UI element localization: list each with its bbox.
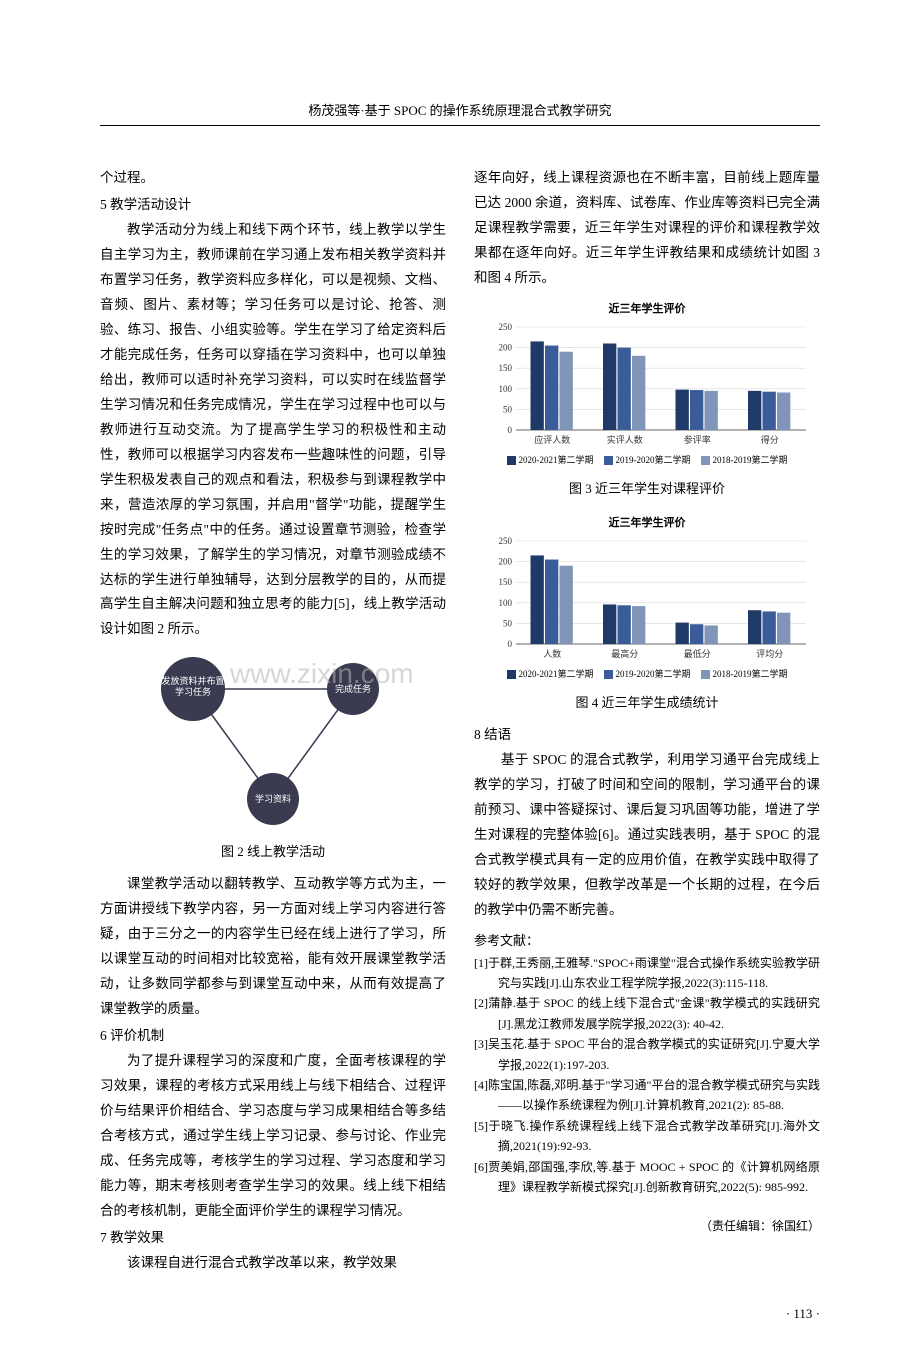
heading-6: 6 评价机制 xyxy=(100,1024,446,1049)
reference-item: [5]于晓飞.操作系统课程线上线下混合式教学改革研究[J].海外文摘,2021(… xyxy=(474,1116,820,1157)
legend-swatch xyxy=(507,456,516,465)
svg-text:250: 250 xyxy=(499,537,513,546)
legend-item: 2018-2019第二学期 xyxy=(701,666,788,683)
svg-text:50: 50 xyxy=(503,405,513,415)
legend-swatch xyxy=(507,670,516,679)
figure-3-chart: 近三年学生评价 0 50 100 150 200 250 应评人数 实评人数 参评率 得分 202… xyxy=(474,295,820,471)
svg-text:100: 100 xyxy=(499,384,513,394)
figure-3-caption: 图 3 近三年学生对课程评价 xyxy=(474,477,820,501)
chart4-legend: 2020-2021第二学期 2019-2020第二学期 2018-2019第二学期 xyxy=(474,662,820,685)
chart3-title: 近三年学生评价 xyxy=(474,295,820,323)
legend-label: 2018-2019第二学期 xyxy=(713,452,788,469)
reference-item: [4]陈宝国,陈磊,邓明.基于"学习通"平台的混合教学模式研究与实践——以操作系… xyxy=(474,1075,820,1116)
reference-item: [2]蒲静.基于 SPOC 的线上线下混合式"金课"教学模式的实践研究[J].黑… xyxy=(474,993,820,1034)
editor-line: （责任编辑：徐国红） xyxy=(474,1215,820,1237)
legend-label: 2019-2020第二学期 xyxy=(616,666,691,683)
page-number: · 113 · xyxy=(100,1306,820,1322)
reference-item: [3]吴玉花.基于 SPOC 平台的混合教学模式的实证研究[J].宁夏大学学报,… xyxy=(474,1034,820,1075)
references-list: [1]于群,王秀丽,王雅琴."SPOC+雨课堂"混合式操作系统实验教学研究与实践… xyxy=(474,953,820,1198)
svg-text:应评人数: 应评人数 xyxy=(534,434,570,445)
chart4-title: 近三年学生评价 xyxy=(474,509,820,537)
heading-8: 8 结语 xyxy=(474,723,820,748)
left-column: 个过程。 5 教学活动设计 教学活动分为线上和线下两个环节，线上教学以学生自主学… xyxy=(100,166,446,1276)
p0: 个过程。 xyxy=(100,166,446,191)
legend-label: 2020-2021第二学期 xyxy=(519,452,594,469)
p5b: 课堂教学活动以翻转教学、互动教学等方式为主，一方面讲授线下教学内容，另一方面对线… xyxy=(100,872,446,1022)
running-header: 杨茂强等·基于 SPOC 的操作系统原理混合式教学研究 xyxy=(100,100,820,126)
svg-text:0: 0 xyxy=(508,425,513,435)
svg-text:最高分: 最高分 xyxy=(611,648,638,659)
legend-item: 2019-2020第二学期 xyxy=(604,666,691,683)
svg-text:评均分: 评均分 xyxy=(756,648,783,659)
figure-4-caption: 图 4 近三年学生成绩统计 xyxy=(474,691,820,715)
reference-item: [1]于群,王秀丽,王雅琴."SPOC+雨课堂"混合式操作系统实验教学研究与实践… xyxy=(474,953,820,994)
legend-swatch xyxy=(604,670,613,679)
p8: 基于 SPOC 的混合式教学，利用学习通平台完成线上教学的学习，打破了时间和空间… xyxy=(474,748,820,923)
svg-text:50: 50 xyxy=(503,619,513,629)
heading-5: 5 教学活动设计 xyxy=(100,193,446,218)
svg-text:参评率: 参评率 xyxy=(684,434,711,445)
svg-text:200: 200 xyxy=(499,343,513,353)
legend-item: 2018-2019第二学期 xyxy=(701,452,788,469)
svg-text:人数: 人数 xyxy=(543,648,561,659)
legend-label: 2020-2021第二学期 xyxy=(519,666,594,683)
svg-text:得分: 得分 xyxy=(761,434,779,445)
svg-text:0: 0 xyxy=(508,639,513,649)
references-heading: 参考文献： xyxy=(474,929,820,953)
legend-label: 2018-2019第二学期 xyxy=(713,666,788,683)
chart4-svg: 0 50 100 150 200 250 人数 最高分 最低分 评均分 xyxy=(482,537,812,662)
reference-item: [6]贾美娟,邵国强,李欣,等.基于 MOOC + SPOC 的《计算机网络原理… xyxy=(474,1157,820,1198)
chart3-svg: 0 50 100 150 200 250 应评人数 实评人数 参评率 得分 xyxy=(482,323,812,448)
svg-text:150: 150 xyxy=(499,577,513,587)
chart3-legend: 2020-2021第二学期 2019-2020第二学期 2018-2019第二学期 xyxy=(474,448,820,471)
legend-swatch xyxy=(604,456,613,465)
svg-text:150: 150 xyxy=(499,363,513,373)
svg-text:200: 200 xyxy=(499,557,513,567)
heading-7: 7 教学效果 xyxy=(100,1226,446,1251)
p7: 该课程自进行混合式教学改革以来，教学效果 xyxy=(100,1251,446,1276)
figure-4-chart: 近三年学生评价 0 50 100 150 200 250 人数 最高分 最低分 评均分 2020-… xyxy=(474,509,820,685)
legend-label: 2019-2020第二学期 xyxy=(616,452,691,469)
legend-swatch xyxy=(701,670,710,679)
p5: 教学活动分为线上和线下两个环节，线上教学以学生自主学习为主，教师课前在学习通上发… xyxy=(100,218,446,642)
p7b: 逐年向好，线上课程资源也在不断丰富，目前线上题库量已达 2000 余道，资料库、… xyxy=(474,166,820,291)
legend-item: 2020-2021第二学期 xyxy=(507,452,594,469)
svg-text:100: 100 xyxy=(499,598,513,608)
figure-2-diagram: 发放资料并布置学习任务 完成任务 学习资料 xyxy=(133,654,413,834)
svg-text:250: 250 xyxy=(499,323,513,332)
figure-2-caption: 图 2 线上教学活动 xyxy=(100,840,446,864)
legend-swatch xyxy=(701,456,710,465)
svg-text:实评人数: 实评人数 xyxy=(607,434,643,445)
right-column: 逐年向好，线上课程资源也在不断丰富，目前线上题库量已达 2000 余道，资料库、… xyxy=(474,166,820,1276)
diagram-node-label: 完成任务 xyxy=(335,683,371,694)
diagram-node-label: 学习资料 xyxy=(255,793,291,804)
legend-item: 2020-2021第二学期 xyxy=(507,666,594,683)
p6: 为了提升课程学习的深度和广度，全面考核课程的学习效果，课程的考核方式采用线上与线… xyxy=(100,1049,446,1224)
legend-item: 2019-2020第二学期 xyxy=(604,452,691,469)
svg-text:最低分: 最低分 xyxy=(684,648,711,659)
